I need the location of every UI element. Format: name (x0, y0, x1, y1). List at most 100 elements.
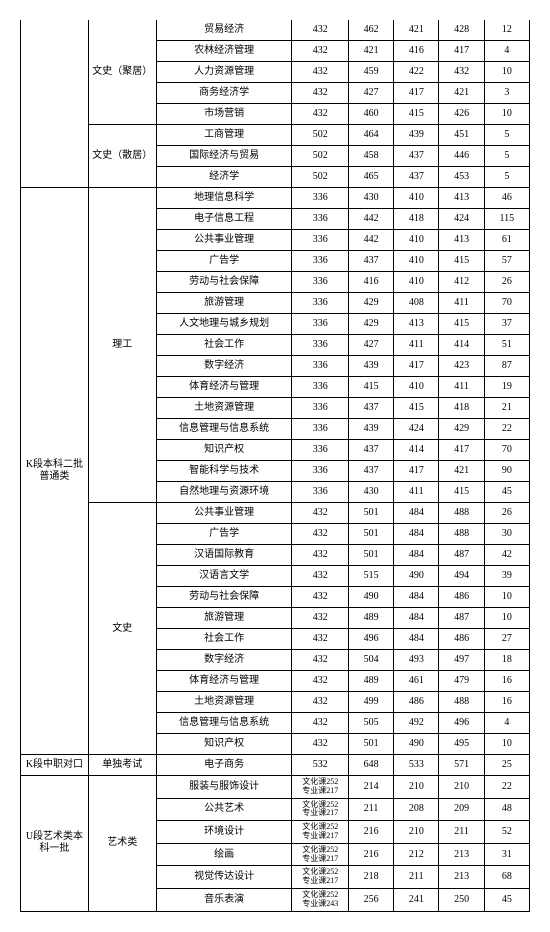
col-5: 501 (348, 545, 393, 566)
col-8: 22 (484, 419, 529, 440)
col-7: 496 (439, 713, 484, 734)
col-6: 411 (394, 482, 439, 503)
col-7: 415 (439, 314, 484, 335)
col-4: 336 (292, 461, 349, 482)
col-6: 493 (394, 650, 439, 671)
col-5: 437 (348, 398, 393, 419)
col-4: 336 (292, 272, 349, 293)
col-4: 文化课252专业课217 (292, 866, 349, 889)
col-7: 209 (439, 798, 484, 821)
col-5: 489 (348, 608, 393, 629)
major-name: 音乐表演 (156, 888, 292, 911)
major-name: 汉语国际教育 (156, 545, 292, 566)
col-5: 218 (348, 866, 393, 889)
col-8: 26 (484, 272, 529, 293)
col-7: 428 (439, 20, 484, 41)
col-8: 31 (484, 843, 529, 866)
major-name: 贸易经济 (156, 20, 292, 41)
col-8: 12 (484, 20, 529, 41)
category-level-2: 文史 (88, 503, 156, 755)
col-5: 430 (348, 482, 393, 503)
col-4: 432 (292, 671, 349, 692)
col-5: 490 (348, 587, 393, 608)
major-name: 电子商务 (156, 755, 292, 776)
col-6: 490 (394, 566, 439, 587)
col-8: 16 (484, 671, 529, 692)
col-5: 416 (348, 272, 393, 293)
col-5: 460 (348, 104, 393, 125)
col-5: 465 (348, 167, 393, 188)
category-level-1: K段本科二批普通类 (21, 188, 89, 755)
col-4: 432 (292, 62, 349, 83)
col-7: 412 (439, 272, 484, 293)
category-level-1 (21, 20, 89, 188)
col-4: 336 (292, 482, 349, 503)
col-4: 336 (292, 251, 349, 272)
col-6: 415 (394, 104, 439, 125)
col-7: 414 (439, 335, 484, 356)
col-8: 37 (484, 314, 529, 335)
col-7: 451 (439, 125, 484, 146)
col-5: 504 (348, 650, 393, 671)
category-level-2: 单独考试 (88, 755, 156, 776)
col-8: 21 (484, 398, 529, 419)
col-7: 424 (439, 209, 484, 230)
col-5: 496 (348, 629, 393, 650)
col-6: 410 (394, 251, 439, 272)
col-6: 484 (394, 587, 439, 608)
major-name: 劳动与社会保障 (156, 272, 292, 293)
col-6: 461 (394, 671, 439, 692)
col-4: 502 (292, 167, 349, 188)
col-6: 486 (394, 692, 439, 713)
col-8: 22 (484, 776, 529, 799)
col-5: 501 (348, 503, 393, 524)
category-level-2: 文史（聚居） (88, 20, 156, 125)
major-name: 数字经济 (156, 650, 292, 671)
major-name: 体育经济与管理 (156, 377, 292, 398)
major-name: 人力资源管理 (156, 62, 292, 83)
col-4: 502 (292, 146, 349, 167)
col-4: 文化课252专业课217 (292, 776, 349, 799)
col-7: 417 (439, 41, 484, 62)
col-4: 336 (292, 293, 349, 314)
col-4: 432 (292, 587, 349, 608)
col-5: 464 (348, 125, 393, 146)
col-6: 212 (394, 843, 439, 866)
major-name: 电子信息工程 (156, 209, 292, 230)
col-5: 415 (348, 377, 393, 398)
col-6: 210 (394, 821, 439, 844)
major-name: 土地资源管理 (156, 692, 292, 713)
col-8: 19 (484, 377, 529, 398)
col-7: 488 (439, 503, 484, 524)
col-8: 10 (484, 62, 529, 83)
col-6: 418 (394, 209, 439, 230)
col-8: 57 (484, 251, 529, 272)
col-4: 336 (292, 398, 349, 419)
col-5: 505 (348, 713, 393, 734)
col-6: 490 (394, 734, 439, 755)
col-7: 413 (439, 188, 484, 209)
col-5: 462 (348, 20, 393, 41)
major-name: 数字经济 (156, 356, 292, 377)
col-7: 429 (439, 419, 484, 440)
col-7: 486 (439, 629, 484, 650)
col-6: 410 (394, 188, 439, 209)
col-7: 210 (439, 776, 484, 799)
col-7: 488 (439, 692, 484, 713)
col-4: 336 (292, 356, 349, 377)
category-level-2: 文史（散居） (88, 125, 156, 188)
col-7: 411 (439, 293, 484, 314)
col-6: 414 (394, 440, 439, 461)
col-7: 432 (439, 62, 484, 83)
col-4: 432 (292, 41, 349, 62)
col-5: 216 (348, 821, 393, 844)
col-5: 489 (348, 671, 393, 692)
col-8: 10 (484, 734, 529, 755)
major-name: 国际经济与贸易 (156, 146, 292, 167)
col-5: 429 (348, 293, 393, 314)
col-8: 45 (484, 482, 529, 503)
col-6: 411 (394, 335, 439, 356)
col-8: 70 (484, 293, 529, 314)
col-6: 484 (394, 545, 439, 566)
col-5: 458 (348, 146, 393, 167)
